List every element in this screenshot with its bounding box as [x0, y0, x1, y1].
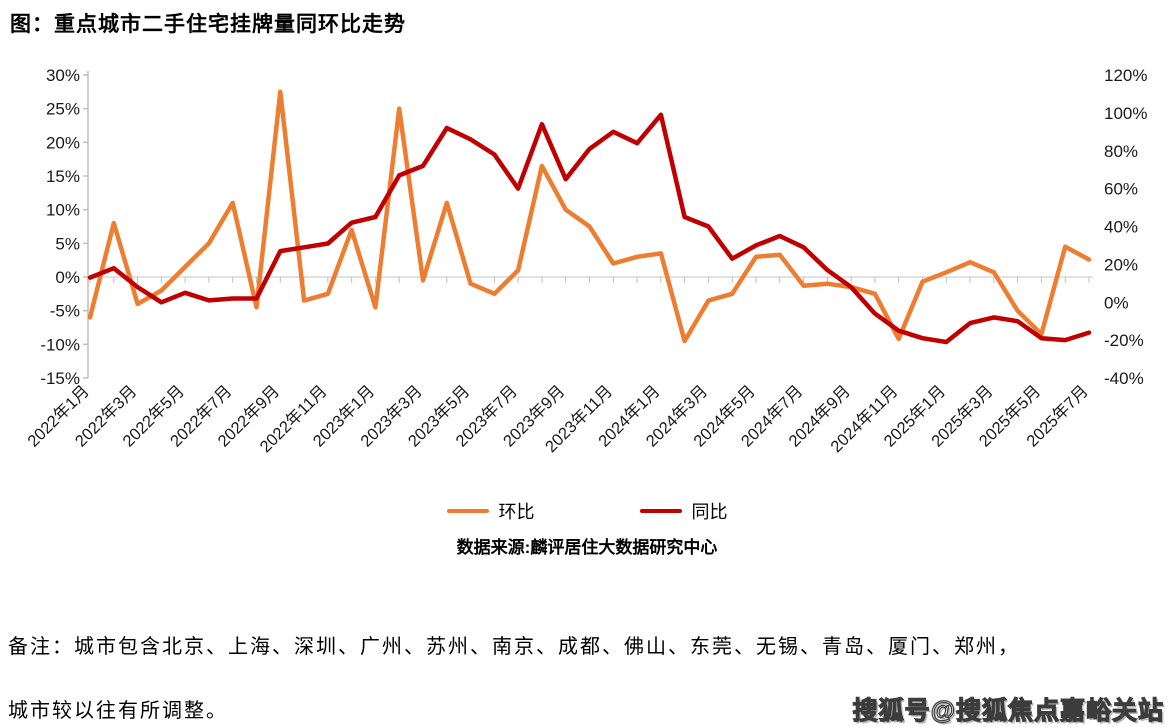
- yoy-line-swatch: [639, 509, 682, 513]
- left-axis-label: 15%: [46, 167, 80, 186]
- left-axis-label: 10%: [46, 201, 80, 220]
- chart-svg: 30% 25% 20% 15% 10% 5% 0% -5% -10% -15% 120% 100% 80…: [24, 66, 1148, 456]
- page-title: 图：重点城市二手住宅挂牌量同环比走势: [10, 13, 406, 36]
- left-axis-label: -5%: [50, 302, 80, 321]
- footnote-line-2: 城市较以往有所调整。: [8, 700, 228, 722]
- chart-legend: 环比 同比: [0, 498, 1174, 524]
- right-axis-label: 60%: [1104, 180, 1138, 199]
- footnote-line-1: 备注：城市包含北京、上海、深圳、广州、苏州、南京、成都、佛山、东莞、无锡、青岛、…: [8, 636, 1020, 658]
- right-axis-label: 40%: [1104, 218, 1138, 237]
- legend-label-mom: 环比: [498, 502, 535, 522]
- right-axis-label: 0%: [1104, 293, 1129, 312]
- left-axis-label: -15%: [40, 369, 80, 388]
- mom-line-swatch: [446, 509, 489, 513]
- data-source-caption: 数据来源:麟评居住大数据研究中心: [456, 538, 718, 557]
- legend-item-mom: 环比: [446, 498, 535, 524]
- right-axis-label: 120%: [1104, 66, 1147, 85]
- left-axis-label: 5%: [55, 234, 80, 253]
- left-axis-label: 25%: [46, 100, 80, 119]
- yoy-line: [87, 112, 1092, 345]
- left-axis-label: 20%: [46, 133, 80, 152]
- chart: 30% 25% 20% 15% 10% 5% 0% -5% -10% -15% 120% 100% 80…: [0, 58, 1174, 490]
- legend-label-yoy: 同比: [691, 502, 728, 522]
- left-axis-label: -10%: [40, 335, 80, 354]
- right-axis-label: -40%: [1104, 369, 1144, 388]
- left-axis-label: 30%: [46, 66, 80, 85]
- right-axis-label: 80%: [1104, 142, 1138, 161]
- watermark: 搜狐号@搜狐焦点嘉峪关站: [852, 696, 1164, 725]
- right-axis-label: -20%: [1104, 331, 1144, 350]
- left-axis-label: 0%: [55, 268, 80, 287]
- mom-line: [87, 89, 1092, 344]
- right-axis-label: 100%: [1104, 104, 1147, 123]
- right-axis-label: 20%: [1104, 255, 1138, 274]
- legend-item-yoy: 同比: [639, 498, 728, 524]
